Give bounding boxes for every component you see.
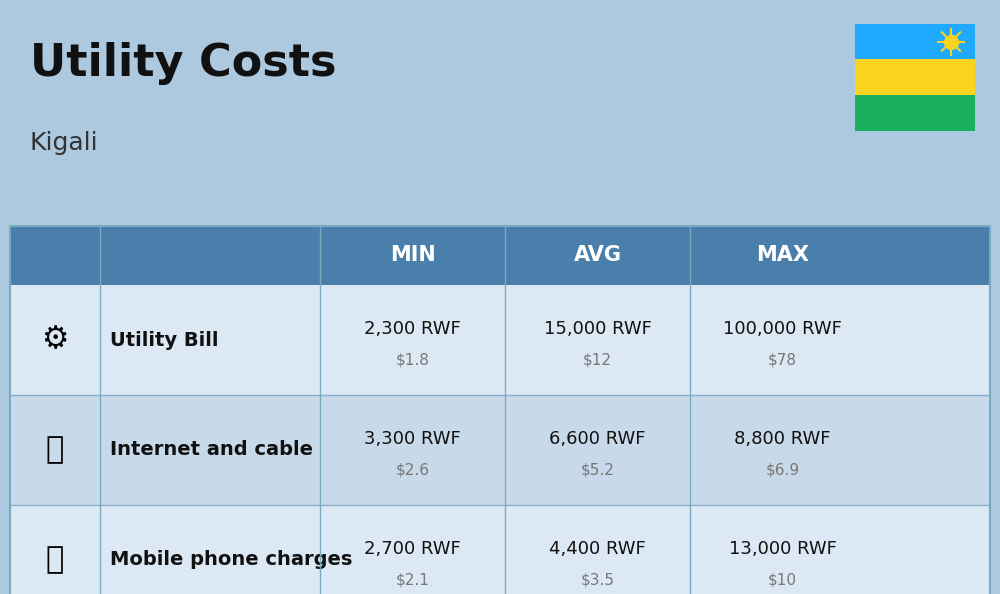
Text: 6,600 RWF: 6,600 RWF xyxy=(549,430,646,448)
Text: ⚙: ⚙ xyxy=(41,326,69,355)
Text: 15,000 RWF: 15,000 RWF xyxy=(544,320,651,338)
Text: Mobile phone charges: Mobile phone charges xyxy=(110,551,352,569)
Text: 4,400 RWF: 4,400 RWF xyxy=(549,540,646,558)
Text: $12: $12 xyxy=(583,352,612,367)
FancyBboxPatch shape xyxy=(855,59,975,95)
FancyBboxPatch shape xyxy=(855,95,975,131)
Text: Internet and cable: Internet and cable xyxy=(110,441,313,459)
Text: $2.6: $2.6 xyxy=(396,462,430,477)
Text: AVG: AVG xyxy=(574,245,622,266)
FancyBboxPatch shape xyxy=(10,226,990,285)
FancyBboxPatch shape xyxy=(10,505,990,594)
Text: $5.2: $5.2 xyxy=(581,462,614,477)
Text: $6.9: $6.9 xyxy=(765,462,800,477)
Text: $3.5: $3.5 xyxy=(580,572,614,587)
Text: 3,300 RWF: 3,300 RWF xyxy=(364,430,461,448)
Text: 2,700 RWF: 2,700 RWF xyxy=(364,540,461,558)
Text: $10: $10 xyxy=(768,572,797,587)
FancyBboxPatch shape xyxy=(10,395,990,505)
Text: Kigali: Kigali xyxy=(30,131,99,154)
Text: Utility Bill: Utility Bill xyxy=(110,331,218,349)
Text: 📶: 📶 xyxy=(46,435,64,465)
Text: $1.8: $1.8 xyxy=(396,352,429,367)
Text: 2,300 RWF: 2,300 RWF xyxy=(364,320,461,338)
Text: $2.1: $2.1 xyxy=(396,572,429,587)
Text: 8,800 RWF: 8,800 RWF xyxy=(734,430,831,448)
Text: 100,000 RWF: 100,000 RWF xyxy=(723,320,842,338)
Text: $78: $78 xyxy=(768,352,797,367)
Text: MIN: MIN xyxy=(390,245,435,266)
Text: Utility Costs: Utility Costs xyxy=(30,42,336,84)
Text: MAX: MAX xyxy=(756,245,809,266)
FancyBboxPatch shape xyxy=(10,404,100,496)
Text: 13,000 RWF: 13,000 RWF xyxy=(729,540,836,558)
Text: 📱: 📱 xyxy=(46,545,64,574)
FancyBboxPatch shape xyxy=(855,24,975,59)
FancyBboxPatch shape xyxy=(10,294,100,386)
FancyBboxPatch shape xyxy=(10,285,990,395)
FancyBboxPatch shape xyxy=(10,514,100,594)
